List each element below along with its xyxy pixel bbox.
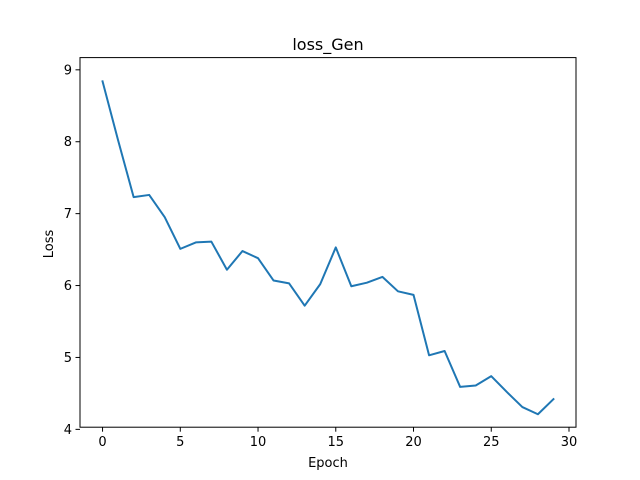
x-tick-label: 25 xyxy=(483,435,500,450)
x-tick-label: 30 xyxy=(561,435,578,450)
y-axis-ticks: 4 5 6 7 8 9 xyxy=(64,63,80,438)
x-tick-label: 15 xyxy=(328,435,345,450)
y-tick-label: 8 xyxy=(64,135,72,150)
x-tick-label: 10 xyxy=(250,435,267,450)
y-tick-label: 7 xyxy=(64,207,72,222)
plot-area xyxy=(101,80,555,416)
y-tick-label: 9 xyxy=(64,63,72,78)
y-axis-label: Loss xyxy=(42,230,57,259)
y-tick-label: 6 xyxy=(64,279,72,294)
chart-title: loss_Gen xyxy=(292,35,363,55)
y-tick-label: 4 xyxy=(64,423,72,438)
x-tick-label: 0 xyxy=(98,435,106,450)
x-tick-label: 5 xyxy=(176,435,184,450)
y-tick-label: 5 xyxy=(64,351,72,366)
x-axis-label: Epoch xyxy=(308,456,348,471)
plot-frame xyxy=(79,57,577,428)
series-line xyxy=(101,80,555,416)
x-axis-ticks: 0 5 10 15 20 25 30 xyxy=(98,427,577,450)
x-tick-label: 20 xyxy=(405,435,422,450)
